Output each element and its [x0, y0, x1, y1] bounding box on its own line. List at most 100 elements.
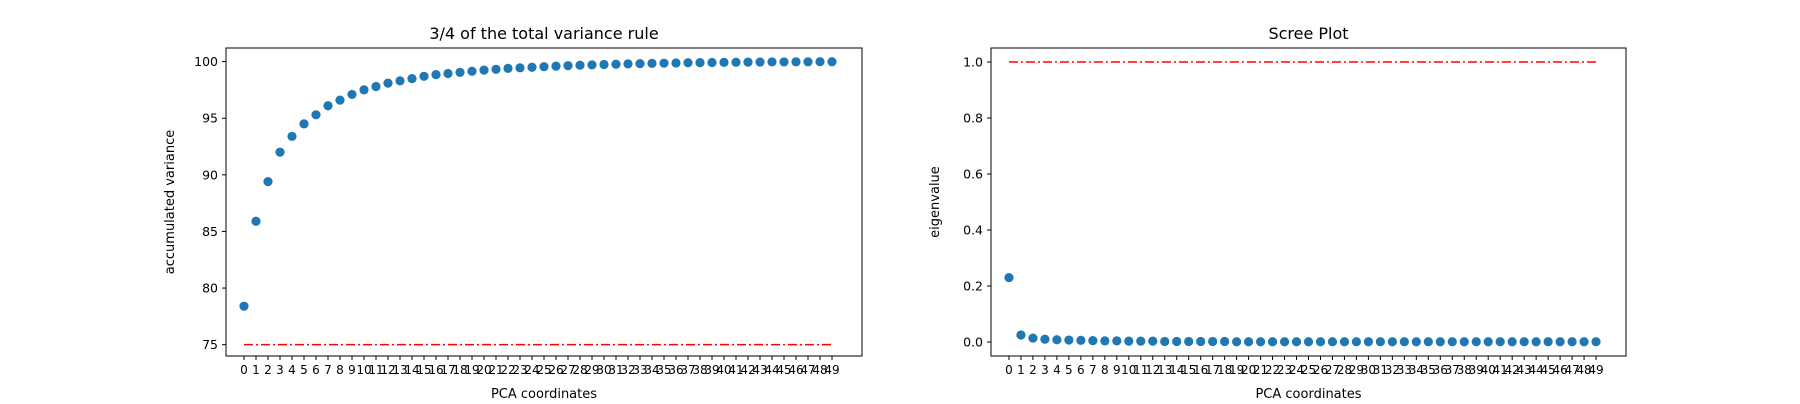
data-point — [1255, 337, 1266, 347]
x-tick-label: 24 — [524, 363, 539, 377]
x-tick-label: 17 — [1205, 363, 1220, 377]
x-tick-label: 7 — [324, 363, 332, 377]
data-point — [779, 57, 789, 67]
y-tick-label: 0.8 — [963, 111, 983, 126]
y-tick-label: 80 — [202, 281, 218, 296]
data-point — [575, 60, 585, 70]
x-ticks: 0 1 2 3 4 5 6 7 8 9 101112131415161718192021222324… — [1005, 356, 1604, 377]
data-point — [1279, 337, 1290, 347]
data-point — [1339, 337, 1350, 347]
x-tick-label: 41 — [728, 363, 743, 377]
y-tick-label: 90 — [202, 167, 218, 182]
data-point — [1543, 337, 1553, 347]
data-point — [1507, 337, 1517, 347]
y-tick-label: 75 — [202, 337, 218, 352]
data-point — [383, 78, 393, 88]
data-point — [1052, 335, 1062, 345]
data-point — [287, 131, 297, 141]
data-point — [527, 62, 537, 72]
x-tick-label: 47 — [800, 363, 815, 377]
x-tick-label: 18 — [1217, 363, 1232, 377]
x-tick-label: 14 — [404, 363, 419, 377]
data-point — [1519, 337, 1529, 347]
x-tick-label: 44 — [764, 363, 779, 377]
x-tick-label: 31 — [1373, 363, 1388, 377]
data-point — [1232, 337, 1242, 347]
data-point — [635, 59, 645, 69]
x-tick-label: 1 — [252, 363, 260, 377]
data-point — [743, 57, 753, 67]
x-tick-label: 27 — [1325, 363, 1340, 377]
x-tick-label: 29 — [1349, 363, 1364, 377]
x-tick-label: 5 — [1065, 363, 1073, 377]
x-axis-label: PCA coordinates — [491, 387, 597, 400]
data-point — [1243, 337, 1254, 347]
x-tick-label: 25 — [1301, 363, 1316, 377]
x-tick-label: 36 — [1433, 363, 1448, 377]
x-tick-label: 37 — [1445, 363, 1460, 377]
data-point — [1076, 335, 1086, 345]
x-tick-label: 44 — [1529, 363, 1544, 377]
data-point — [335, 95, 345, 105]
y-tick-label: 0.6 — [963, 167, 983, 182]
data-point — [371, 81, 381, 92]
data-point — [1363, 337, 1374, 347]
x-tick-label: 10 — [356, 363, 371, 377]
data-point — [1483, 337, 1493, 347]
data-point — [275, 147, 285, 157]
x-tick-label: 7 — [1089, 363, 1097, 377]
x-tick-label: 40 — [716, 363, 731, 377]
data-point — [1004, 273, 1014, 283]
x-tick-label: 35 — [1421, 363, 1436, 377]
data-point — [1088, 336, 1098, 346]
x-tick-label: 5 — [300, 363, 308, 377]
data-point — [1579, 337, 1589, 347]
x-tick-label: 33 — [1397, 363, 1412, 377]
x-tick-label: 6 — [1077, 363, 1085, 377]
variance-chart: 3/4 of the total variance rule PCA coord… — [163, 24, 863, 402]
x-tick-label: 18 — [452, 363, 467, 377]
x-tick-label: 49 — [1588, 363, 1603, 377]
data-point — [539, 62, 549, 72]
data-point — [659, 58, 669, 68]
data-point — [467, 66, 477, 76]
data-points — [239, 57, 837, 311]
data-point — [1375, 337, 1385, 347]
x-tick-label: 29 — [584, 363, 599, 377]
data-point — [623, 59, 633, 69]
data-point — [1531, 337, 1541, 347]
plot-area-frame — [990, 47, 1627, 357]
x-tick-label: 25 — [536, 363, 551, 377]
data-point — [1184, 336, 1194, 347]
x-tick-label: 0 — [1005, 363, 1013, 377]
x-tick-label: 49 — [824, 363, 839, 377]
data-point — [1160, 336, 1170, 347]
x-tick-label: 43 — [752, 363, 767, 377]
x-tick-label: 1 — [1017, 363, 1025, 377]
x-tick-label: 16 — [1193, 363, 1208, 377]
chart-title: Scree Plot — [1268, 24, 1348, 43]
data-point — [1459, 337, 1469, 347]
data-point — [491, 64, 501, 74]
y-tick-label: 0.0 — [963, 335, 983, 350]
data-point — [1016, 330, 1026, 340]
x-tick-label: 34 — [644, 363, 659, 377]
data-point — [755, 57, 765, 67]
x-tick-label: 46 — [1552, 363, 1567, 377]
data-point — [695, 58, 705, 68]
x-tick-label: 34 — [1409, 363, 1424, 377]
x-tick-label: 22 — [1265, 363, 1280, 377]
x-tick-label: 43 — [1517, 363, 1532, 377]
x-tick-label: 8 — [1101, 363, 1109, 377]
data-point — [1196, 336, 1206, 347]
x-tick-label: 3 — [1041, 363, 1049, 377]
data-point — [1291, 337, 1302, 347]
x-tick-label: 33 — [632, 363, 647, 377]
data-point — [1028, 333, 1038, 343]
x-tick-label: 0 — [240, 363, 248, 377]
x-tick-label: 9 — [1113, 363, 1121, 377]
data-point — [455, 67, 465, 77]
x-tick-label: 9 — [348, 363, 356, 377]
data-point — [611, 59, 621, 69]
x-tick-label: 2 — [264, 363, 272, 377]
